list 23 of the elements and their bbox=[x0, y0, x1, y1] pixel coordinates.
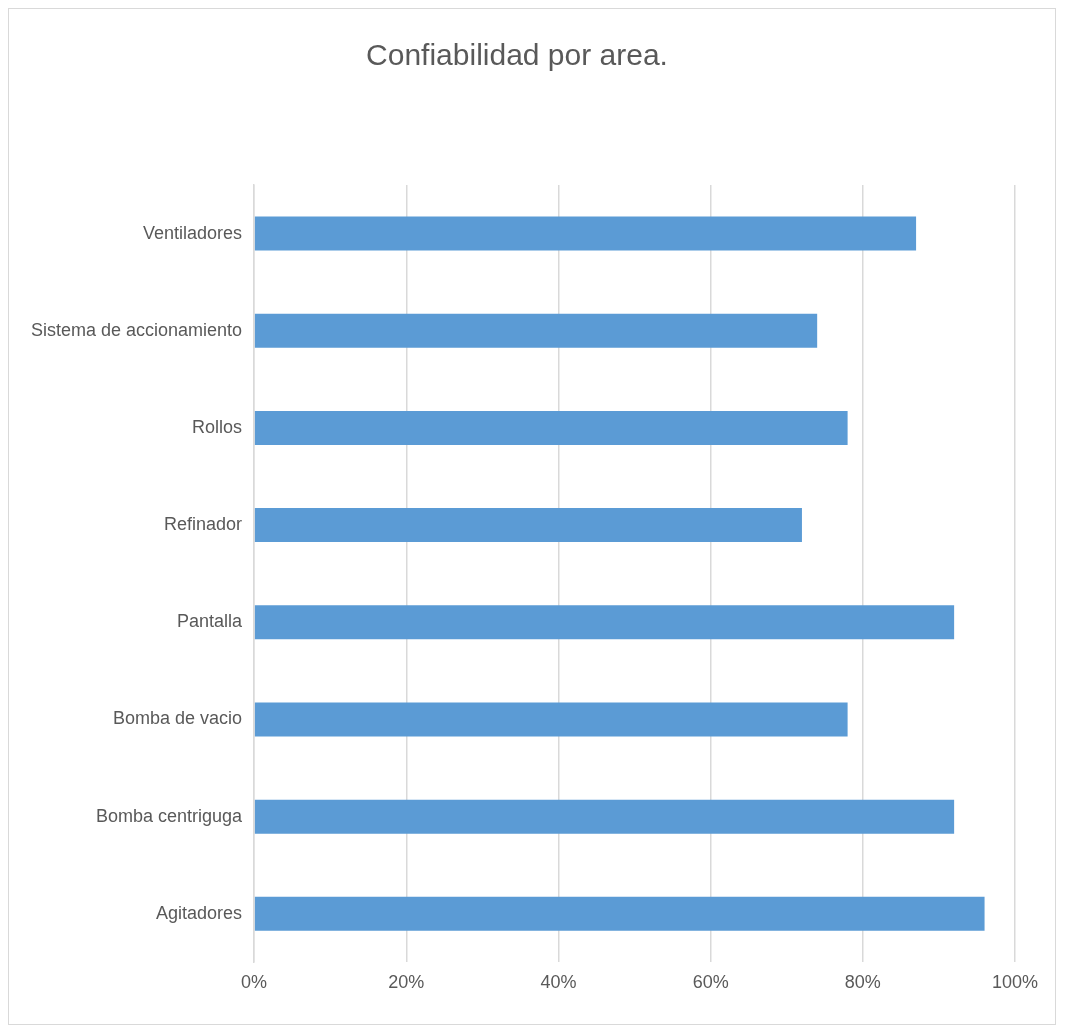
bar bbox=[254, 896, 985, 931]
y-tick-label: Sistema de accionamiento bbox=[30, 319, 243, 340]
bar bbox=[254, 799, 955, 834]
chart-title: Confiabilidad por area. bbox=[366, 38, 668, 72]
bar bbox=[254, 410, 848, 445]
y-tick-label: Agitadores bbox=[156, 902, 243, 923]
bar bbox=[254, 216, 917, 251]
x-tick-label: 0% bbox=[241, 972, 268, 993]
y-tick-label: Bomba centriguga bbox=[96, 805, 244, 826]
y-tick-label: Ventiladores bbox=[143, 222, 243, 243]
y-tick-label: Refinador bbox=[164, 514, 243, 535]
bar bbox=[254, 605, 955, 640]
x-tick-label: 80% bbox=[844, 972, 881, 993]
x-tick-label: 40% bbox=[540, 972, 577, 993]
bar bbox=[254, 313, 818, 348]
y-tick-label: Rollos bbox=[192, 416, 243, 437]
bar bbox=[254, 702, 848, 737]
y-tick-label: Pantalla bbox=[177, 611, 244, 632]
x-tick-label: 60% bbox=[692, 972, 729, 993]
bar bbox=[254, 508, 802, 543]
x-tick-label: 20% bbox=[388, 972, 425, 993]
y-tick-label: Bomba de vacio bbox=[113, 708, 243, 729]
x-tick-label: 100% bbox=[991, 972, 1039, 993]
